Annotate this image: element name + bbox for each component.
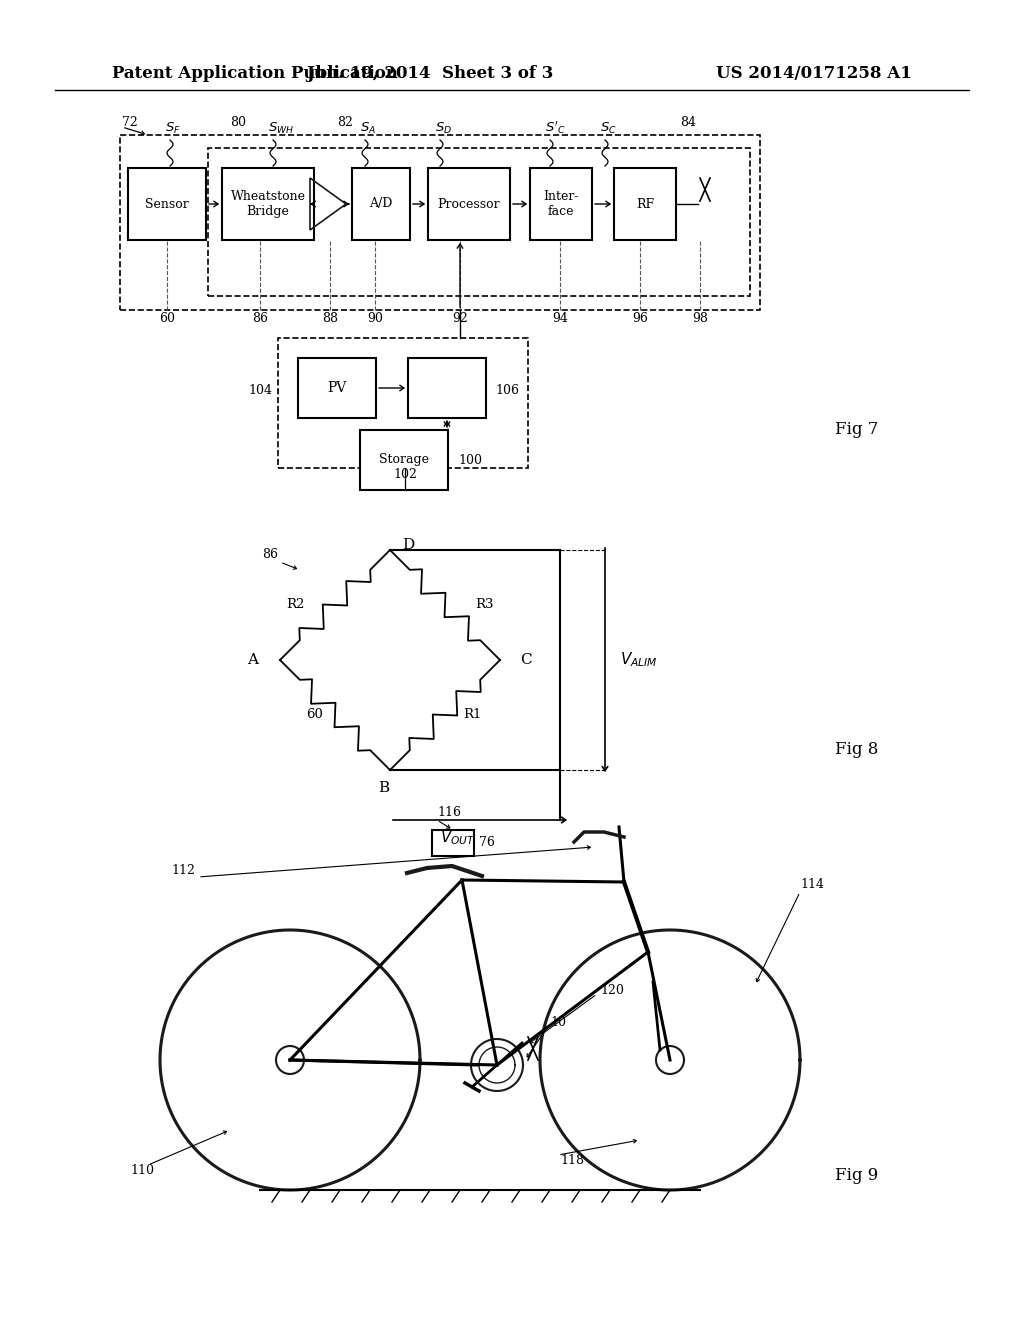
Text: 114: 114 bbox=[800, 879, 824, 891]
Bar bbox=[614, 168, 676, 240]
Bar bbox=[360, 430, 449, 490]
Text: 80: 80 bbox=[230, 116, 246, 128]
Text: 72: 72 bbox=[122, 116, 138, 128]
Text: Fig 9: Fig 9 bbox=[835, 1167, 879, 1184]
Text: $S_C$: $S_C$ bbox=[600, 120, 616, 136]
Text: $V_{ALIM}$: $V_{ALIM}$ bbox=[620, 651, 657, 669]
Text: 84: 84 bbox=[680, 116, 696, 128]
Text: Patent Application Publication: Patent Application Publication bbox=[112, 65, 398, 82]
Text: Processor: Processor bbox=[437, 198, 501, 210]
Text: 102: 102 bbox=[393, 469, 417, 482]
Text: 104: 104 bbox=[248, 384, 272, 396]
Text: 116: 116 bbox=[437, 805, 461, 818]
Bar bbox=[530, 168, 592, 240]
Text: 120: 120 bbox=[600, 983, 624, 997]
Text: A/D: A/D bbox=[370, 198, 392, 210]
Text: $S_D$: $S_D$ bbox=[435, 120, 453, 136]
Text: C: C bbox=[520, 653, 531, 667]
Text: B: B bbox=[378, 781, 389, 795]
Text: 90: 90 bbox=[367, 312, 383, 325]
Bar bbox=[428, 168, 510, 240]
Text: R2: R2 bbox=[287, 598, 305, 611]
Text: 82: 82 bbox=[337, 116, 353, 128]
Text: $S_{WH}$: $S_{WH}$ bbox=[268, 120, 294, 136]
Bar bbox=[208, 148, 750, 296]
Text: 110: 110 bbox=[130, 1163, 154, 1176]
Bar bbox=[408, 358, 486, 418]
Text: $S_A$: $S_A$ bbox=[360, 120, 376, 136]
Text: 100: 100 bbox=[458, 454, 482, 466]
Text: Fig 8: Fig 8 bbox=[835, 742, 879, 759]
Text: 112: 112 bbox=[171, 863, 195, 876]
Text: Fig 7: Fig 7 bbox=[835, 421, 879, 438]
Bar bbox=[128, 168, 206, 240]
Text: Jun. 19, 2014  Sheet 3 of 3: Jun. 19, 2014 Sheet 3 of 3 bbox=[306, 65, 554, 82]
Text: D: D bbox=[402, 539, 415, 552]
Text: 94: 94 bbox=[552, 312, 568, 325]
Text: A: A bbox=[247, 653, 258, 667]
Bar bbox=[120, 135, 760, 310]
Text: $S_F$: $S_F$ bbox=[165, 120, 181, 136]
Text: Storage: Storage bbox=[379, 454, 429, 466]
Bar bbox=[222, 168, 314, 240]
Bar bbox=[432, 830, 474, 855]
Text: 106: 106 bbox=[495, 384, 519, 396]
Text: R1: R1 bbox=[463, 709, 481, 722]
Text: R3: R3 bbox=[475, 598, 494, 611]
Text: 10: 10 bbox=[550, 1015, 566, 1028]
Text: Wheatstone
Bridge: Wheatstone Bridge bbox=[230, 190, 305, 218]
Text: 118: 118 bbox=[560, 1154, 584, 1167]
Text: 76: 76 bbox=[479, 837, 495, 850]
Bar bbox=[352, 168, 410, 240]
Text: PV: PV bbox=[328, 381, 347, 395]
Text: 92: 92 bbox=[453, 312, 468, 325]
Bar bbox=[298, 358, 376, 418]
Text: 86: 86 bbox=[262, 549, 278, 561]
Text: 60: 60 bbox=[306, 709, 323, 722]
Text: Sensor: Sensor bbox=[145, 198, 188, 210]
Text: $S'_C$: $S'_C$ bbox=[545, 120, 565, 136]
Text: 86: 86 bbox=[252, 312, 268, 325]
Text: 96: 96 bbox=[632, 312, 648, 325]
Text: $V_{OUT}$: $V_{OUT}$ bbox=[440, 829, 476, 847]
Text: 98: 98 bbox=[692, 312, 708, 325]
Text: 88: 88 bbox=[322, 312, 338, 325]
Text: Inter-
face: Inter- face bbox=[544, 190, 579, 218]
Text: 60: 60 bbox=[159, 312, 175, 325]
Text: RF: RF bbox=[636, 198, 654, 210]
Text: US 2014/0171258 A1: US 2014/0171258 A1 bbox=[716, 65, 912, 82]
Bar bbox=[278, 338, 528, 469]
